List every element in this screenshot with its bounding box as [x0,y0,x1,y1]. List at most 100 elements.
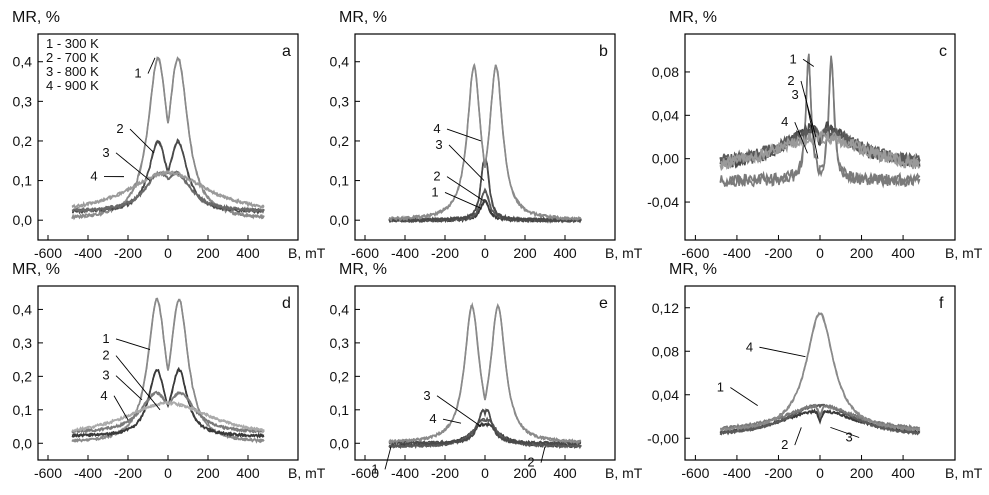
y-tick-label: 0,1 [330,402,350,418]
series-group [71,56,265,221]
curve-label-leader [830,426,860,438]
curve-label: 3 [792,87,799,102]
panel-label: c [939,43,947,60]
x-tick-label: -600 [351,245,379,261]
y-tick-label: 0,3 [13,93,33,109]
x-tick-label: 200 [513,465,537,481]
series-group [71,297,265,444]
curve-label-leader [147,57,156,74]
y-axis-label: MR, % [12,9,60,26]
y-tick-label: 0,3 [330,93,350,109]
y-tick-label: 0,12 [652,300,679,316]
curve-label-leader [800,80,817,138]
curve-label-leader [442,418,462,424]
x-tick-label: -200 [764,245,792,261]
x-axis-unit: B, mT [605,245,643,261]
series-4-curve [388,62,582,223]
series-4-curve [720,131,920,169]
curve-label: 1 [431,184,438,199]
x-tick-label: 200 [196,465,220,481]
y-axis-label: MR, % [339,261,387,278]
x-tick-label: -200 [764,465,792,481]
y-tick-label: 0,04 [652,107,679,123]
y-tick-label: 0,2 [330,368,350,384]
panel-a: MR, % a -600 -400 -200 0 200 400 B, mT 0,0 0,1 0,2 0… [12,9,326,261]
curve-label: 2 [102,348,109,363]
x-tick-label: 0 [816,465,824,481]
panel-e: MR, % e -600 -400 -200 0 200 400 B, mT 0,0 0,1 0,2 0… [330,261,643,481]
curve-label-leader [794,121,808,154]
curve-label: 2 [787,73,794,88]
series-1-curve [71,298,265,444]
series-4-curve [71,401,265,433]
x-axis-unit: B, mT [945,245,983,261]
curve-label-leader [759,346,806,358]
curve-label: 2 [116,121,123,136]
x-axis-unit: B, mT [605,465,643,481]
x-tick-label: -600 [681,465,709,481]
y-tick-label: 0,1 [13,173,33,189]
x-tick-label: 200 [850,465,874,481]
curve-label: 1 [717,379,724,394]
y-tick-label: 0,0 [13,435,33,451]
x-tick-label: -400 [391,245,419,261]
y-axis-label: MR, % [669,261,717,278]
x-tick-label: 0 [816,245,824,261]
curve-label-leader [448,144,485,181]
y-tick-label: 0,4 [330,301,350,317]
series-4-curve [71,170,265,210]
x-tick-label: 0 [164,245,172,261]
series-3-curve [388,408,582,446]
series-4-curve [720,311,921,432]
curve-label-leader [129,128,155,154]
curve-label: 2 [433,169,440,184]
y-tick-label: 0,08 [652,343,679,359]
y-tick-label: -0,00 [647,430,679,446]
x-tick-label: -400 [723,245,751,261]
x-tick-label: 0 [481,465,489,481]
y-tick-label: 0,3 [330,335,350,351]
panel-label: a [282,43,291,60]
curve-label-leader [804,94,819,159]
curve-label: 1 [789,51,796,66]
x-tick-label: 400 [236,465,260,481]
y-tick-label: 0,4 [330,54,350,70]
curve-label: 4 [90,169,97,184]
y-axis-label: MR, % [669,9,717,26]
x-tick-label: -400 [723,465,751,481]
y-axis-label: MR, % [339,9,387,26]
x-tick-label: 200 [850,245,874,261]
series-2-curve [720,403,921,436]
curve-label: 4 [746,339,753,354]
series-2-curve [388,416,582,450]
curve-label-leader [444,192,482,209]
curve-label-leader [436,395,482,427]
y-tick-label: 0,4 [13,301,33,317]
y-tick-label: 0,4 [13,54,33,70]
y-tick-label: 0,3 [13,335,33,351]
panel-label: e [599,295,608,312]
x-tick-label: -200 [431,465,459,481]
plot-frame [354,33,616,241]
panel-d: MR, % d -600 -400 -200 0 200 400 B, mT 0,0 0,1 0,2 0… [12,261,326,481]
curve-label: 3 [423,388,430,403]
series-group [388,62,582,224]
x-tick-label: -200 [431,245,459,261]
series-3-curve [71,391,265,434]
y-tick-label: 0,04 [652,387,679,403]
y-tick-label: 0,0 [330,435,350,451]
series-4-curve [388,64,582,222]
y-tick-label: 0,08 [652,64,679,80]
legend-entry: 2 - 700 K [46,50,99,65]
curve-label-leader [730,387,758,406]
curve-label-leader [446,128,482,142]
x-tick-label: 0 [481,245,489,261]
curve-label-leader [113,395,129,421]
curve-label-leader [115,338,151,351]
series-1-curve [71,56,265,221]
y-tick-label: 0,1 [13,402,33,418]
series-4-curve [388,301,582,445]
series-group [719,53,921,189]
x-tick-label: -600 [681,245,709,261]
panel-label: f [939,295,944,312]
